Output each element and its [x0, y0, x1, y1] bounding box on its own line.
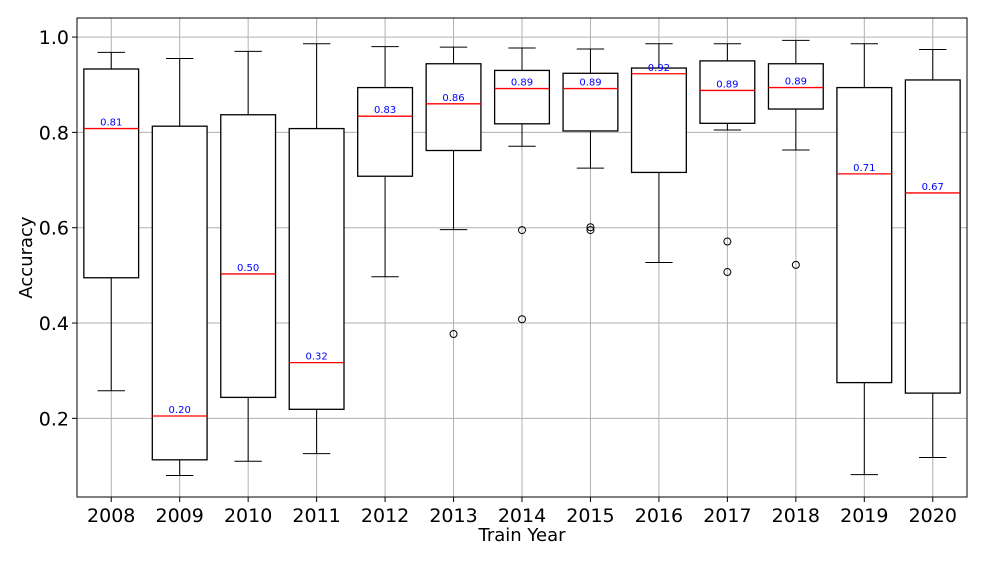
outlier-point [518, 226, 526, 235]
median-label: 0.89 [785, 77, 807, 88]
x-tick-label: 2018 [772, 505, 820, 527]
iqr-box [357, 86, 414, 177]
x-tick-label: 2008 [87, 505, 135, 527]
box-2013: 0.86 [425, 46, 482, 338]
y-axis: 0.2 0.4 0.6 0.8 1.0 [39, 27, 77, 430]
iqr-box [493, 69, 551, 125]
iqr-box [836, 86, 893, 384]
iqr-box [83, 68, 140, 279]
box-2015: 0.89 [562, 48, 619, 235]
box-2009: 0.20 [151, 58, 208, 477]
x-tick-label: 2017 [703, 505, 751, 527]
median-label: 0.81 [100, 118, 122, 129]
y-tick-label: 0.2 [39, 408, 69, 430]
y-tick-label: 1.0 [39, 27, 69, 49]
x-tick-label: 2014 [498, 505, 546, 527]
median-label: 0.20 [169, 405, 191, 416]
box-2017: 0.89 [699, 43, 756, 277]
y-tick-label: 0.8 [39, 122, 69, 144]
box-2008: 0.81 [83, 51, 140, 392]
outlier-point [518, 315, 526, 324]
box-2011: 0.32 [288, 43, 345, 455]
median-label: 0.32 [305, 352, 327, 363]
box-2019: 0.71 [836, 43, 893, 476]
outlier-point [723, 268, 732, 277]
iqr-box [699, 60, 756, 124]
box-2012: 0.83 [357, 46, 414, 278]
x-tick-label: 2009 [156, 505, 204, 527]
median-label: 0.83 [374, 105, 396, 116]
y-tick-label: 0.4 [39, 313, 69, 335]
x-tick-label: 2020 [909, 505, 957, 527]
iqr-box [630, 67, 687, 174]
iqr-box [904, 79, 961, 394]
outlier-point [723, 237, 732, 246]
iqr-box [151, 125, 208, 461]
x-tick-label: 2015 [566, 505, 614, 527]
outlier-point [791, 260, 800, 269]
x-tick-label: 2011 [292, 505, 340, 527]
median-label: 0.92 [648, 63, 670, 74]
outlier-point [586, 226, 595, 235]
boxes: 0.81 0.20 0.50 0.32 0.83 0.86 0.89 0.89 0.92 0.89… [83, 39, 961, 477]
x-axis-title: Train Year [477, 525, 566, 546]
iqr-box [220, 114, 277, 399]
x-axis: 2008 2009 2010 2011 2012 2013 2014 2015 2016 2017… [87, 497, 957, 527]
box-2010: 0.50 [220, 50, 277, 462]
box-2016: 0.92 [630, 43, 687, 264]
x-tick-label: 2013 [429, 505, 477, 527]
median-label: 0.86 [442, 93, 464, 104]
median-label: 0.71 [853, 163, 875, 174]
x-tick-label: 2019 [840, 505, 888, 527]
median-label: 0.50 [237, 263, 259, 274]
median-label: 0.89 [511, 78, 533, 89]
outlier-point [449, 329, 458, 338]
median-label: 0.89 [716, 79, 738, 90]
iqr-box [562, 72, 619, 132]
median-label: 0.67 [922, 182, 944, 193]
x-tick-label: 2012 [361, 505, 409, 527]
iqr-box [767, 63, 824, 110]
y-axis-title: Accuracy [16, 216, 37, 299]
box-2020: 0.67 [904, 48, 961, 458]
box-2014: 0.89 [493, 47, 551, 324]
iqr-box [425, 63, 482, 152]
iqr-box [288, 127, 345, 410]
x-tick-label: 2010 [224, 505, 272, 527]
median-label: 0.89 [579, 78, 601, 89]
box-2018: 0.89 [767, 39, 824, 269]
x-tick-label: 2016 [635, 505, 683, 527]
outlier-point [586, 223, 595, 232]
y-tick-label: 0.6 [39, 218, 69, 240]
